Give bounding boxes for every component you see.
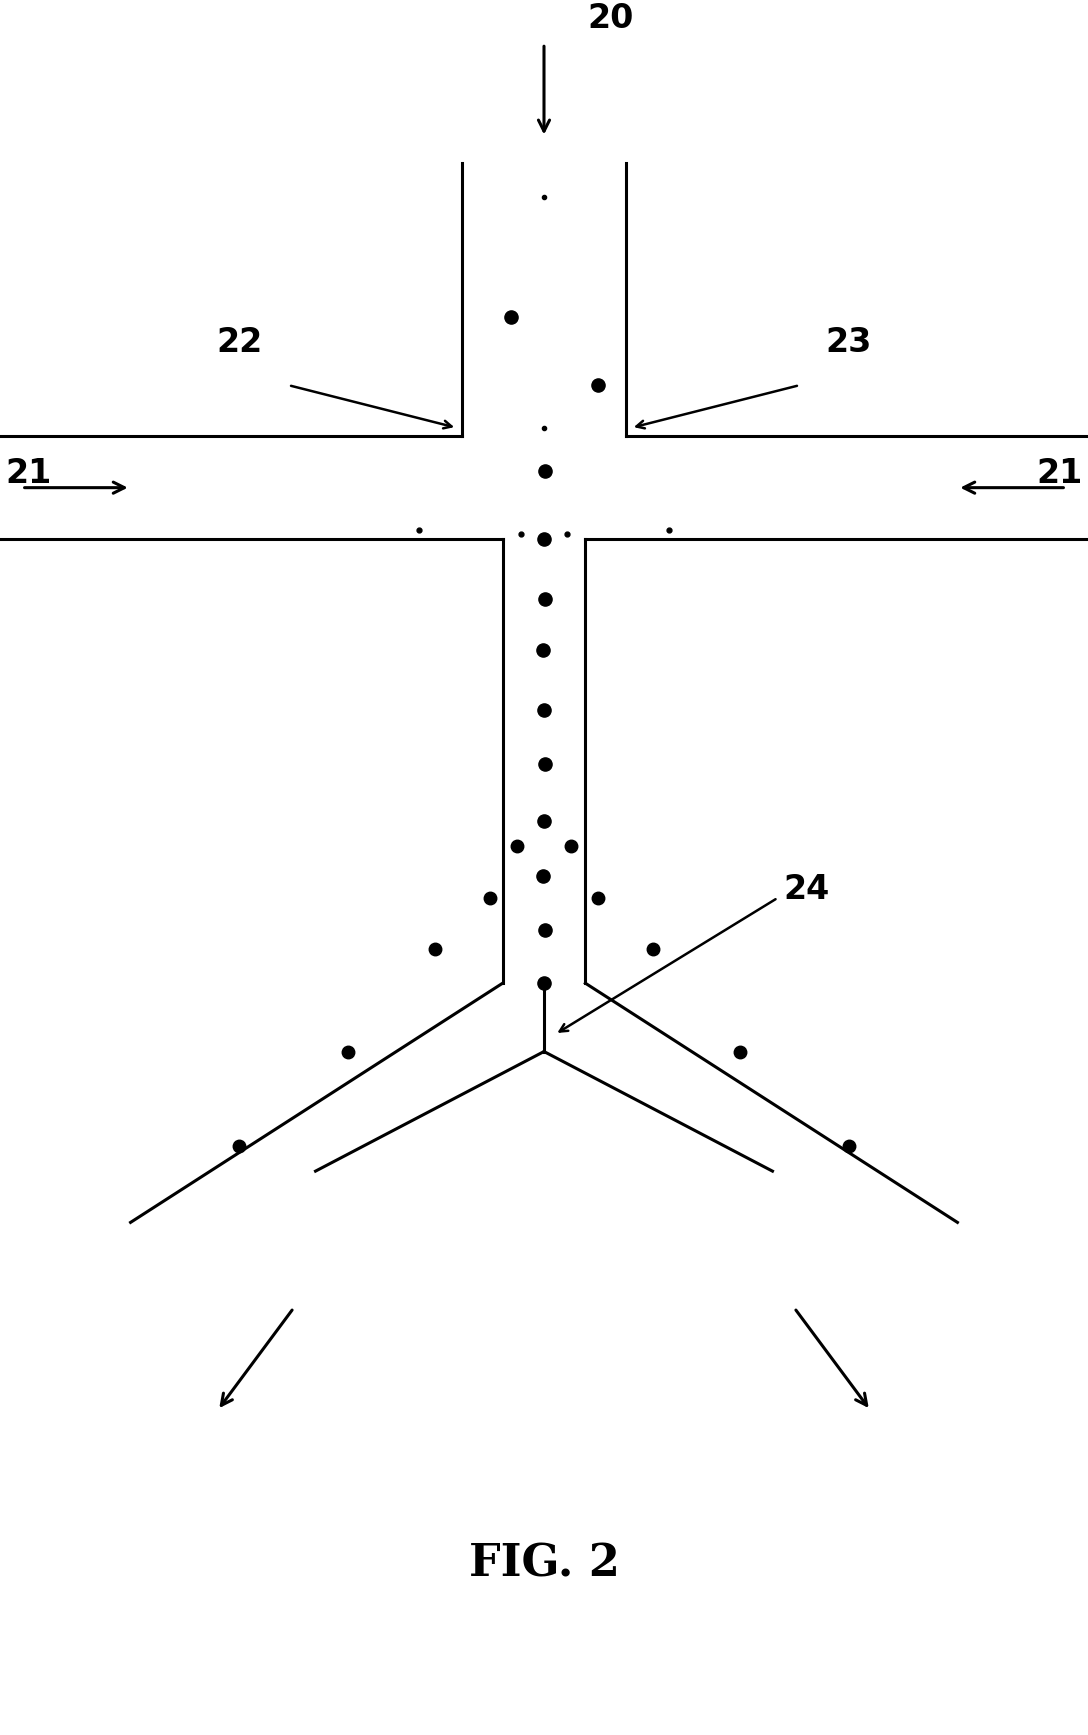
Point [536, 916, 554, 944]
Point [508, 833, 526, 861]
Point [536, 585, 554, 612]
Text: 20: 20 [588, 2, 634, 35]
Point [535, 526, 553, 553]
Point [536, 456, 554, 484]
Text: 24: 24 [783, 873, 830, 906]
Point [590, 883, 607, 911]
Text: 23: 23 [826, 326, 871, 359]
Point [535, 807, 553, 835]
Point [536, 751, 554, 779]
Point [535, 696, 553, 723]
Text: FIG. 2: FIG. 2 [469, 1542, 619, 1586]
Point [731, 1038, 749, 1065]
Point [534, 637, 552, 665]
Text: 21: 21 [1036, 458, 1083, 491]
Point [535, 970, 553, 998]
Point [840, 1131, 857, 1159]
Point [534, 862, 552, 890]
Point [503, 304, 520, 331]
Point [590, 371, 607, 399]
Text: 22: 22 [217, 326, 262, 359]
Point [481, 883, 498, 911]
Point [562, 833, 580, 861]
Point [231, 1131, 248, 1159]
Point [644, 935, 662, 963]
Text: 21: 21 [5, 458, 52, 491]
Point [426, 935, 444, 963]
Point [339, 1038, 357, 1065]
